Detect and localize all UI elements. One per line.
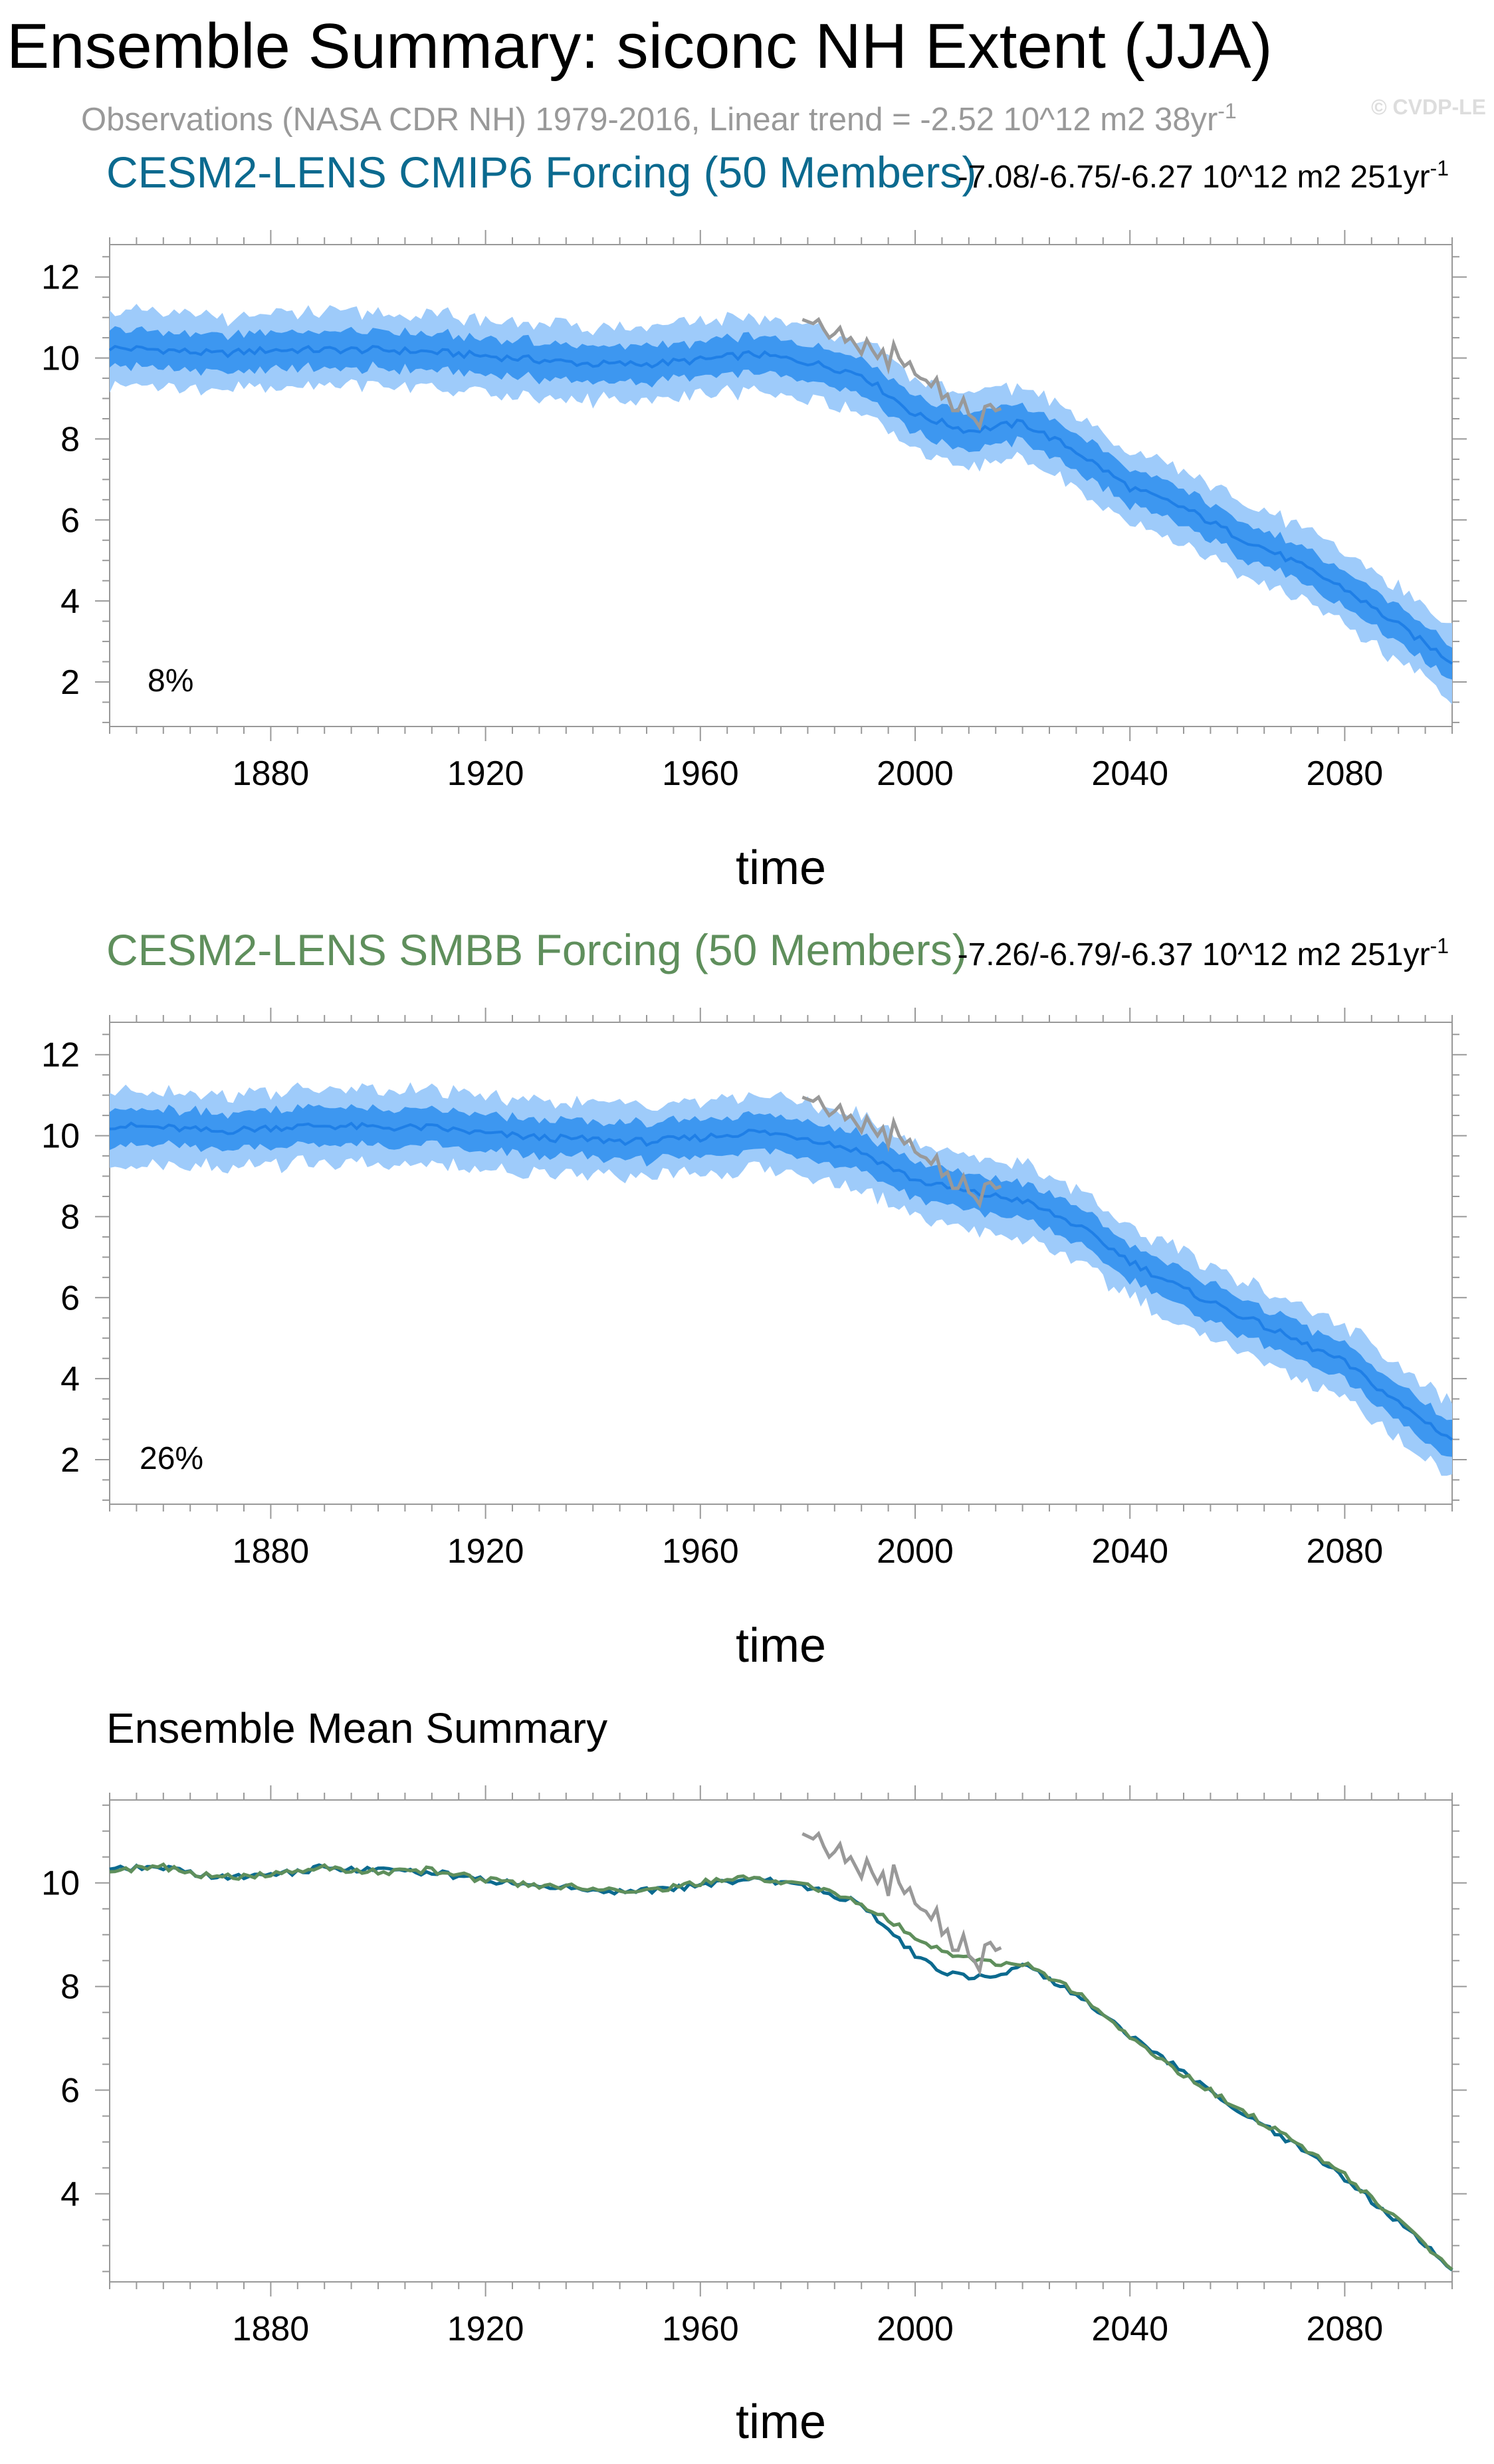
- y-tick-label: 6: [60, 501, 80, 540]
- y-tick-label: 8: [60, 420, 80, 459]
- observations-subtitle: Observations (NASA CDR NH) 1979-2016, Li…: [81, 99, 1237, 138]
- x-tick-label: 2040: [1091, 2310, 1168, 2348]
- panel-smbb-title: CESM2-LENS SMBB Forcing (50 Members): [106, 925, 967, 974]
- x-tick-label: 1920: [447, 2310, 524, 2348]
- x-tick-label: 1920: [447, 754, 524, 793]
- observations-subtitle-sup: -1: [1218, 99, 1236, 123]
- smbb-mean-line: [109, 1862, 1453, 2271]
- x-tick-label: 1880: [233, 754, 310, 793]
- cmip6-mean-line: [109, 1863, 1453, 2272]
- panel-smbb-percent: 26%: [140, 1441, 203, 1476]
- p10-p90-band: [110, 1103, 1452, 1457]
- panel-cmip6-title: CESM2-LENS CMIP6 Forcing (50 Members): [106, 148, 976, 197]
- y-tick-label: 4: [60, 1360, 80, 1399]
- x-tick-label: 1960: [662, 2310, 739, 2348]
- x-tick-label: 1960: [662, 1532, 739, 1571]
- panel-cmip6-trend-text: -7.08/-6.75/-6.27 10^12 m2 251yr: [958, 160, 1430, 195]
- panel-ensemble-mean-frame: [109, 1799, 1453, 2283]
- y-tick-label: 4: [60, 582, 80, 621]
- x-tick-label: 2000: [877, 754, 954, 793]
- observations-line: [801, 316, 1002, 431]
- ensemble-mean-line: [109, 1121, 1453, 1441]
- panel-smbb-trend-text: -7.26/-6.79/-6.37 10^12 m2 251yr: [958, 937, 1430, 972]
- panel-smbb-trend-sup: -1: [1430, 934, 1449, 958]
- x-tick-label: 1960: [662, 754, 739, 793]
- y-tick-label: 6: [60, 2072, 80, 2110]
- watermark: © CVDP-LE: [1371, 95, 1486, 119]
- panel-smbb-trend: -7.26/-6.79/-6.37 10^12 m2 251yr-1: [958, 934, 1449, 972]
- x-tick-label: 2080: [1307, 754, 1384, 793]
- x-tick-label: 2000: [877, 2310, 954, 2348]
- y-tick-label: 12: [41, 259, 80, 297]
- y-tick-label: 8: [60, 1968, 80, 2007]
- ensemble-mean-line: [108, 344, 1453, 665]
- panel-cmip6-plot: 1880 1920 1960 2000 2040 2080 2 4 6 8 10 12: [41, 230, 1467, 793]
- p10-p90-band: [110, 326, 1452, 680]
- x-tick-label: 2000: [877, 1532, 954, 1571]
- y-tick-label: 8: [60, 1198, 80, 1236]
- main-title: Ensemble Summary: siconc NH Extent (JJA): [7, 11, 1273, 82]
- panel-cmip6: CESM2-LENS CMIP6 Forcing (50 Members) -7…: [41, 148, 1467, 895]
- x-tick-label: 2040: [1091, 754, 1168, 793]
- y-tick-label: 12: [41, 1036, 80, 1075]
- observations-line: [801, 1831, 1002, 1976]
- panel-cmip6-trend: -7.08/-6.75/-6.27 10^12 m2 251yr-1: [958, 156, 1449, 195]
- panel-smbb: CESM2-LENS SMBB Forcing (50 Members) -7.…: [41, 925, 1467, 1672]
- y-tick-label: 10: [41, 1117, 80, 1156]
- x-tick-label: 1880: [233, 1532, 310, 1571]
- panel-ensemble-mean-plot: 1880 1920 1960 2000 2040 2080 4 6 8 10: [41, 1785, 1467, 2348]
- observations-subtitle-text: Observations (NASA CDR NH) 1979-2016, Li…: [81, 102, 1218, 138]
- y-tick-label: 4: [60, 2175, 80, 2213]
- x-tick-label: 1920: [447, 1532, 524, 1571]
- panel-smbb-plot: 1880 1920 1960 2000 2040 2080 2 4 6 8 10 12: [41, 1008, 1467, 1571]
- panel-cmip6-percent: 8%: [148, 663, 193, 699]
- y-tick-label: 10: [41, 1864, 80, 1903]
- y-tick-label: 2: [60, 663, 80, 702]
- y-tick-label: 10: [41, 340, 80, 378]
- x-tick-label: 2080: [1307, 2310, 1384, 2348]
- y-tick-label: 6: [60, 1279, 80, 1317]
- x-tick-label: 1880: [233, 2310, 310, 2348]
- panel-cmip6-xlabel: time: [736, 841, 826, 895]
- x-tick-label: 2080: [1307, 1532, 1384, 1571]
- panel-ensemble-mean: Ensemble Mean Summary 1880 1920 1960 2000 20…: [41, 1704, 1467, 2449]
- x-tick-label: 2040: [1091, 1532, 1168, 1571]
- y-tick-label: 2: [60, 1441, 80, 1480]
- panel-smbb-xlabel: time: [736, 1619, 826, 1672]
- panel-ensemble-mean-xlabel: time: [736, 2396, 826, 2449]
- observations-line: [801, 1094, 1002, 1209]
- panel-cmip6-trend-sup: -1: [1430, 156, 1449, 180]
- panel-ensemble-mean-title: Ensemble Mean Summary: [106, 1704, 607, 1752]
